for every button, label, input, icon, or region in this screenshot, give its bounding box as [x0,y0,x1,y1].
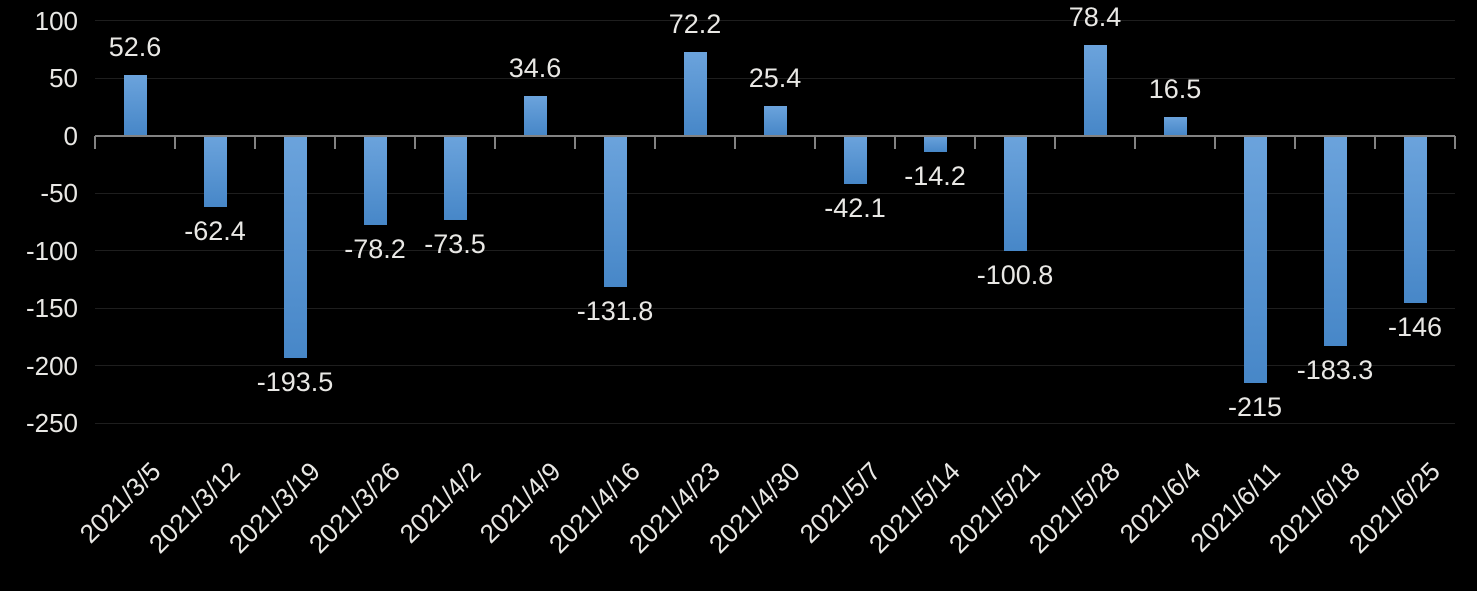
data-label: -62.4 [184,216,246,247]
gridline [95,192,1455,194]
data-label: -73.5 [424,229,486,260]
bar [363,135,387,226]
axis-tick [1454,135,1456,149]
data-label: -100.8 [976,260,1054,291]
y-axis-tick-label: 50 [49,63,78,93]
data-label: 25.4 [748,63,802,94]
data-label: -193.5 [256,367,334,398]
axis-tick [814,135,816,149]
axis-tick [1054,135,1056,149]
x-axis-line [95,134,1455,137]
bar [1323,135,1347,347]
data-label: -131.8 [576,296,654,327]
data-label: -146 [1387,312,1443,343]
data-label: 16.5 [1148,73,1202,104]
axis-tick [494,135,496,149]
axis-tick [1214,135,1216,149]
bar [1083,45,1107,136]
bar [683,52,707,136]
gridline [95,365,1455,366]
bar [1403,135,1427,304]
y-axis-tick-label: -100 [25,235,78,266]
y-axis-tick-label: -150 [25,293,78,323]
data-label: -215 [1227,391,1283,422]
y-axis-tick-label: -50 [40,178,78,208]
data-label: 34.6 [508,52,562,83]
axis-tick [894,135,896,149]
bar [843,135,867,184]
axis-tick [654,135,656,149]
axis-tick [414,135,416,149]
data-label: -42.1 [824,192,886,223]
bar [203,135,227,208]
y-axis-tick-label: -250 [25,408,78,438]
data-label: -183.3 [1296,355,1374,386]
data-label: 52.6 [108,32,162,62]
x-axis-category-label: 2021/4/2 [393,456,487,549]
axis-tick [1374,135,1376,149]
y-axis-tick-label: -200 [25,350,78,381]
bar [523,95,547,136]
axis-tick [254,135,256,149]
bar [123,75,147,136]
bar [763,106,787,136]
data-label: 72.2 [668,9,722,40]
axis-tick [1134,135,1136,149]
data-label: 78.4 [1068,2,1122,33]
gridline [95,422,1455,424]
axis-tick [574,135,576,149]
y-axis-tick-label: 0 [63,120,78,151]
axis-tick [334,135,336,149]
data-label: -78.2 [344,234,406,265]
bar [603,135,627,288]
axis-tick [174,135,176,149]
bar [923,135,947,152]
axis-tick [1294,135,1296,149]
axis-tick [974,135,976,149]
axis-tick [734,135,736,149]
bar [1003,135,1027,252]
y-axis-tick-label: 100 [34,5,78,36]
axis-tick [94,135,96,149]
data-label: -14.2 [904,160,966,191]
gridline [95,250,1455,251]
bar [1163,116,1187,136]
bar [283,135,307,359]
gridline [95,307,1455,309]
bar [443,135,467,221]
gridline [95,77,1455,79]
bar [1243,135,1267,383]
gridline [95,20,1455,21]
